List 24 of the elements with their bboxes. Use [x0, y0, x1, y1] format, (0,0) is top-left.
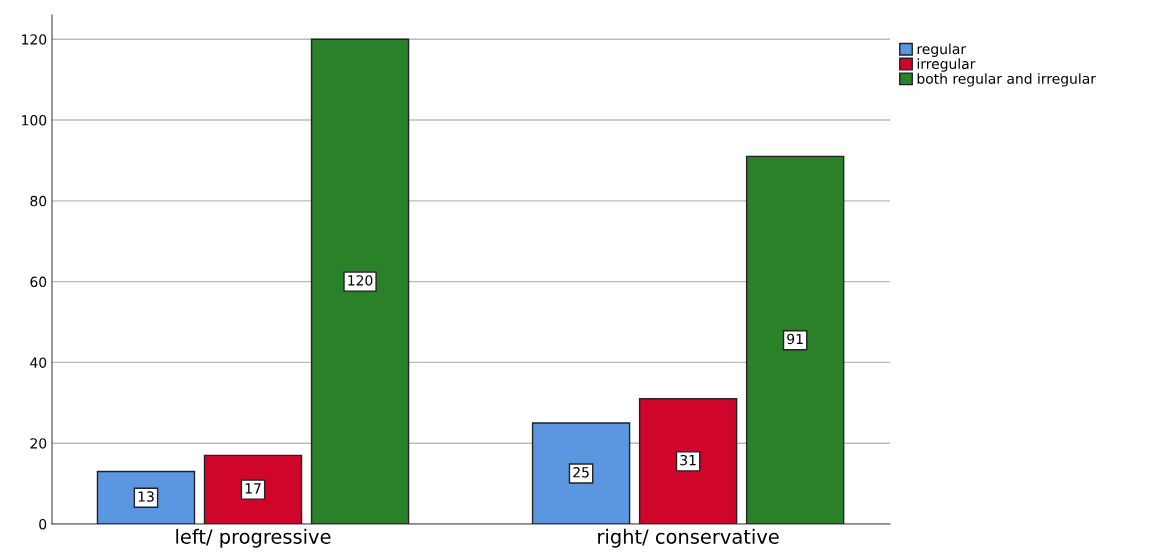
- legend-label: irregular: [917, 58, 976, 72]
- bar: [638, 398, 738, 524]
- x-tick-label: right/ conservative: [598, 528, 779, 548]
- data-label: 13: [138, 491, 154, 502]
- y-tick-label: 120: [22, 34, 47, 45]
- legend-label: both regular and irregular: [917, 73, 1096, 87]
- bar: [203, 454, 303, 524]
- y-tick-label: 80: [30, 195, 47, 207]
- bar: [96, 470, 196, 524]
- y-tick-label: 40: [30, 357, 47, 368]
- bar: [531, 422, 631, 524]
- y-tick-label: 0: [39, 518, 47, 530]
- data-label: 120: [348, 275, 373, 286]
- legend-label: regular: [917, 43, 967, 57]
- y-tick-label: 100: [22, 115, 47, 126]
- bar: [745, 155, 845, 524]
- x-tick-label: left/ progressive: [176, 528, 331, 548]
- y-tick-label: 20: [30, 438, 47, 449]
- y-tick-label: 60: [30, 276, 47, 288]
- data-label: 91: [787, 333, 803, 345]
- bar: [310, 38, 410, 524]
- data-label: 25: [573, 467, 589, 478]
- data-label: 31: [680, 454, 696, 466]
- data-label: 17: [245, 483, 261, 494]
